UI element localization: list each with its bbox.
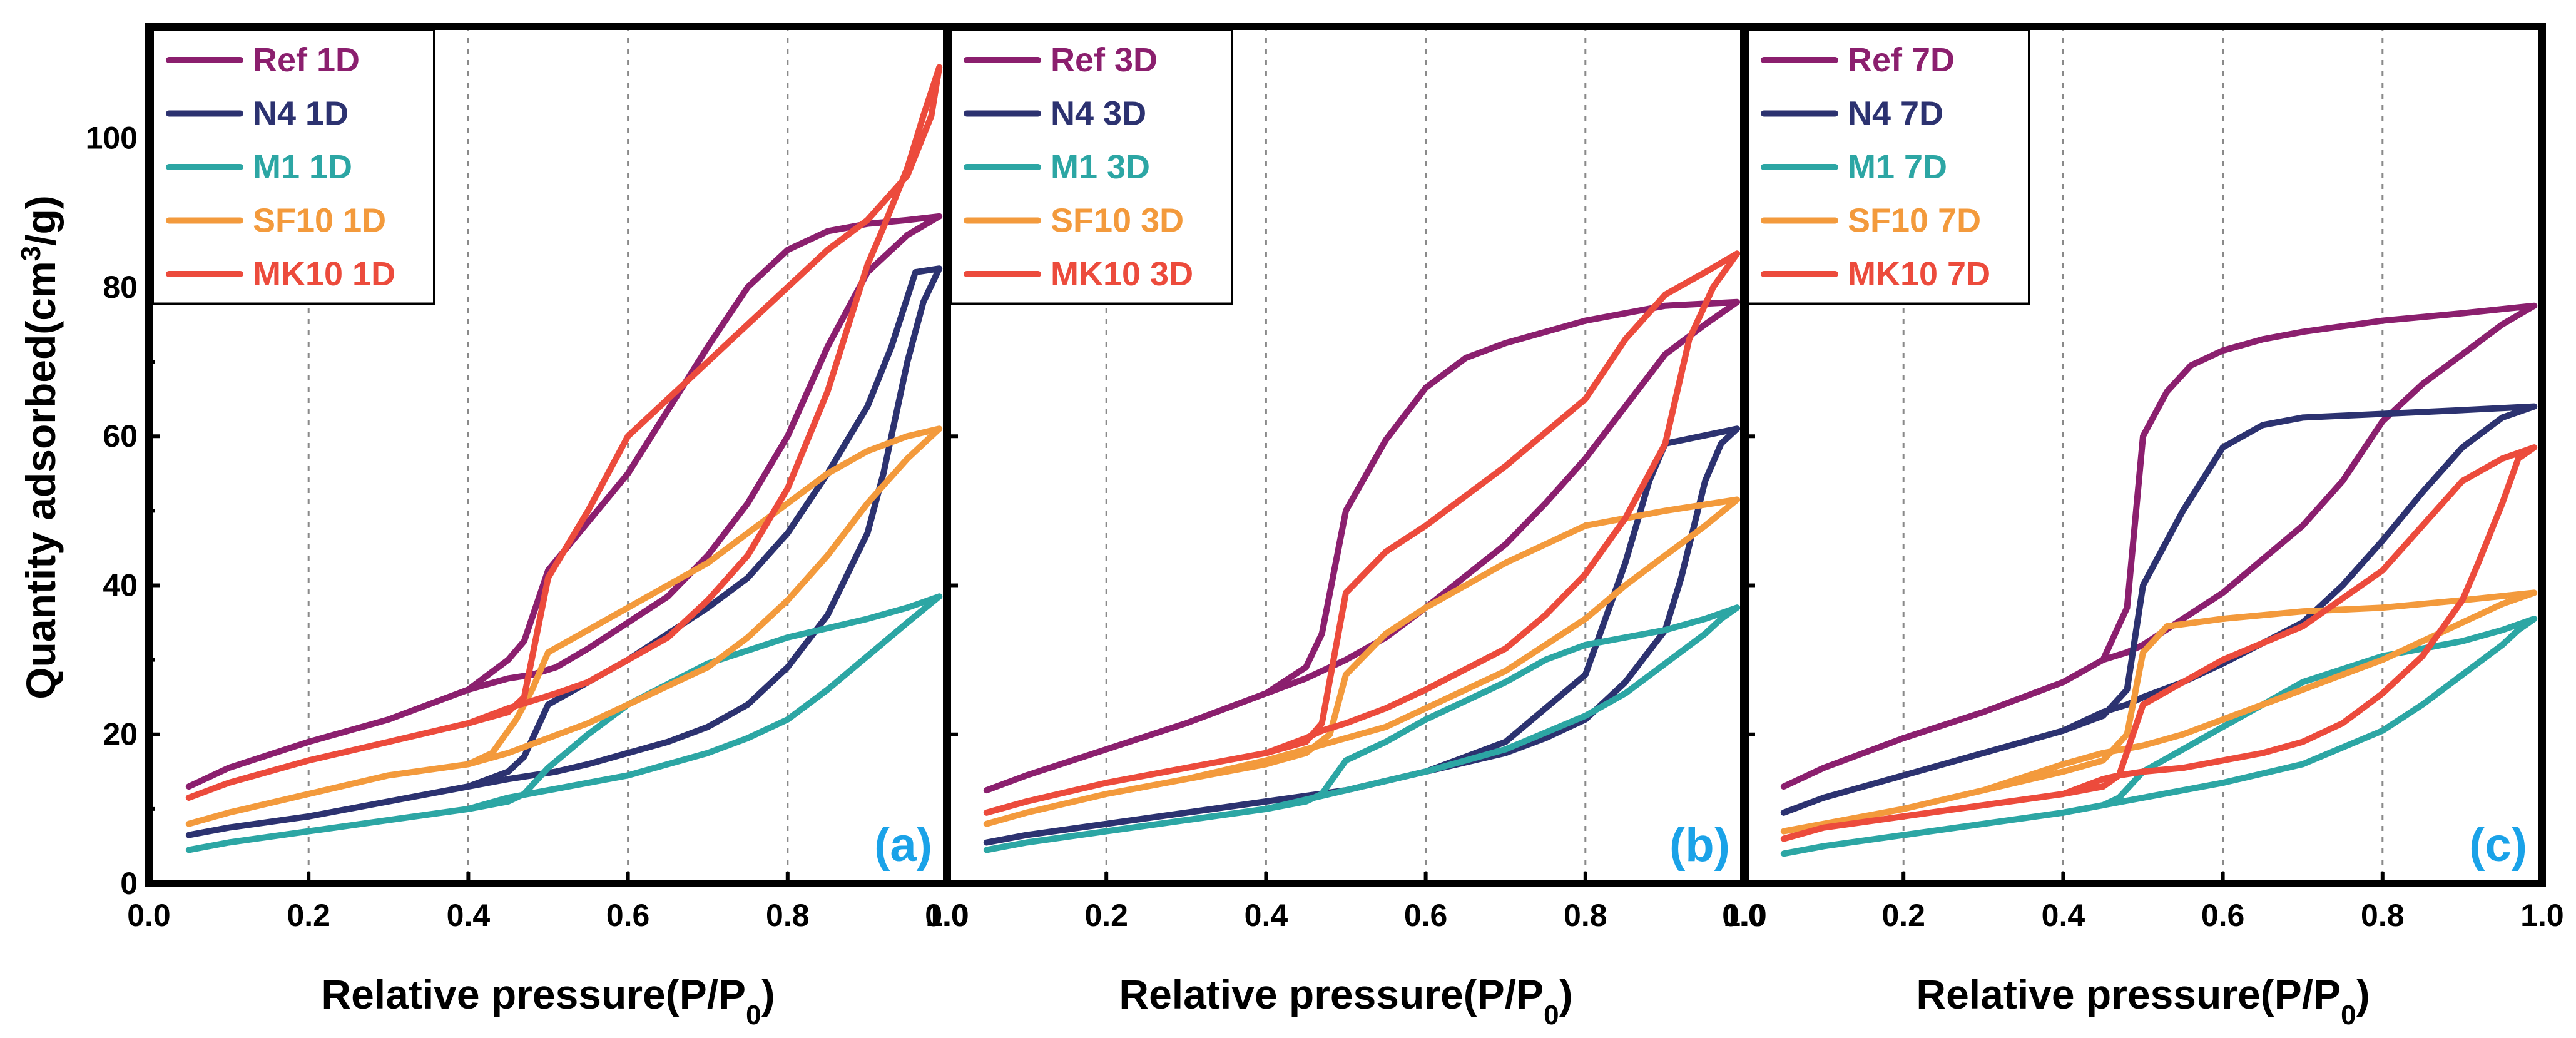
y-tick-label: 60 [103,419,138,454]
legend-label-ref: Ref 1D [253,41,360,79]
x-tick-label: 1.0 [2520,898,2564,933]
series-line-sf10 [1780,589,2538,835]
legend-label-m1: M1 1D [253,148,352,186]
series-line-ref [983,298,1741,794]
y-axis-title: Quantity adsorbed(cm3/g) [16,195,64,700]
series-line-m1 [1780,616,2538,857]
plot-frame [1740,23,2546,887]
panel-2: 0.0 0.2 0.4 0.6 0.8 1.0 Ref 3D N4 3D M1 3D SF10 3… [925,23,1767,1030]
series-line-m1 [185,593,943,853]
series-line-ref [185,213,943,790]
x-tick-label: 0.2 [287,898,330,933]
x-tick-label: 0.0 [925,898,969,933]
legend-label-n4: N4 1D [253,95,349,133]
x-axis-title: Relative pressure(P/P0) [321,971,775,1030]
y-axis-title-sup: 3 [16,246,46,261]
x-tick-label: 0.6 [2201,898,2245,933]
panel-label: (c) [2469,818,2527,872]
x-tick-label: 0.8 [766,898,810,933]
x-tick-label: 0.4 [1245,898,1288,933]
legend-label-mk10: MK10 3D [1051,255,1193,293]
x-axis-title: Relative pressure(P/P0) [1916,971,2370,1030]
y-tick-label: 0 [120,866,138,901]
x-ticks: 0.0 0.2 0.4 0.6 0.8 1.0 [127,872,969,933]
legend: Ref 3D N4 3D M1 3D SF10 3D MK10 3D [949,29,1233,305]
x-axis-title-main: Relative pressure(P/P [1916,971,2341,1017]
panel-label: (a) [874,818,932,872]
x-ticks: 0.0 0.2 0.4 0.6 0.8 1.0 [925,872,1767,933]
legend: Ref 7D N4 7D M1 7D SF10 7D MK10 7D [1746,29,2030,305]
x-tick-label: 1.0 [925,898,969,933]
legend-label-sf10: SF10 7D [1848,202,1981,240]
y-tick-label: 80 [103,270,138,305]
series-line-ref [1780,302,2538,790]
y-axis-title-end: /g) [18,195,64,246]
x-ticks: 0.0 0.2 0.4 0.6 0.8 1.0 [1722,872,2564,933]
legend-label-sf10: SF10 3D [1051,202,1184,240]
legend-label-n4: N4 3D [1051,95,1146,133]
series-group [185,64,943,853]
x-axis-title: Relative pressure(P/P0) [1119,971,1572,1030]
x-tick-label: 0.0 [127,898,171,933]
series-line-sf10 [983,496,1741,827]
series-group [1780,302,2538,857]
series-line-mk10 [185,64,943,801]
x-tick-label: 0.8 [2361,898,2405,933]
x-tick-label: 0.2 [1084,898,1128,933]
x-axis-title-end: ) [1559,971,1573,1017]
x-tick-label: 1.0 [1723,898,1767,933]
series-line-n4 [983,425,1741,846]
x-tick-label: 0.2 [1881,898,1925,933]
x-axis-title-sub: 0 [2341,1000,2356,1030]
legend-label-ref: Ref 3D [1051,41,1158,79]
legend-label-m1: M1 7D [1848,148,1947,186]
x-tick-label: 0.6 [606,898,650,933]
legend-label-mk10: MK10 1D [253,255,395,293]
panel-label: (b) [1669,818,1730,872]
x-tick-label: 0.4 [2042,898,2085,933]
series-line-sf10 [185,425,943,827]
series-line-m1 [983,604,1741,853]
x-tick-label: 0.6 [1404,898,1448,933]
legend-label-mk10: MK10 7D [1848,255,1990,293]
x-axis-title-end: ) [2356,971,2370,1017]
series-line-n4 [1780,403,2538,816]
panel-3: 0.0 0.2 0.4 0.6 0.8 1.0 Ref 7D N4 7D M1 7D SF10 7… [1722,23,2564,1030]
panels-group: 0.0 0.2 0.4 0.6 0.8 1.0 0 20 40 60 80 100 Ref 1D N4 1… [86,23,2564,1030]
legend-label-ref: Ref 7D [1848,41,1955,79]
y-tick-label: 100 [86,121,138,156]
legend-label-m1: M1 3D [1051,148,1150,186]
x-axis-title-sub: 0 [1544,1000,1559,1030]
x-tick-label: 0.4 [447,898,491,933]
x-axis-title-main: Relative pressure(P/P [1119,971,1544,1017]
x-tick-label: 0.0 [1722,898,1766,933]
legend-label-sf10: SF10 1D [253,202,386,240]
legend: Ref 1D N4 1D M1 1D SF10 1D MK10 1D [151,29,435,305]
y-axis-title-main: Quantity adsorbed(cm [18,261,64,699]
series-line-mk10 [983,250,1741,816]
x-tick-label: 0.8 [1564,898,1607,933]
x-axis-title-end: ) [761,971,775,1017]
x-axis-title-sub: 0 [746,1000,761,1030]
y-tick-label: 40 [103,567,138,603]
series-group [983,250,1741,853]
series-line-n4 [185,265,943,838]
series-line-mk10 [1780,444,2538,842]
x-axis-title-main: Relative pressure(P/P [321,971,746,1017]
legend-label-n4: N4 7D [1848,95,1943,133]
y-tick-label: 20 [103,717,138,752]
svg-text:Quantity adsorbed(cm3/g): Quantity adsorbed(cm3/g) [16,195,64,700]
panel-1: 0.0 0.2 0.4 0.6 0.8 1.0 0 20 40 60 80 100 Ref 1D N4 1… [86,23,969,1030]
